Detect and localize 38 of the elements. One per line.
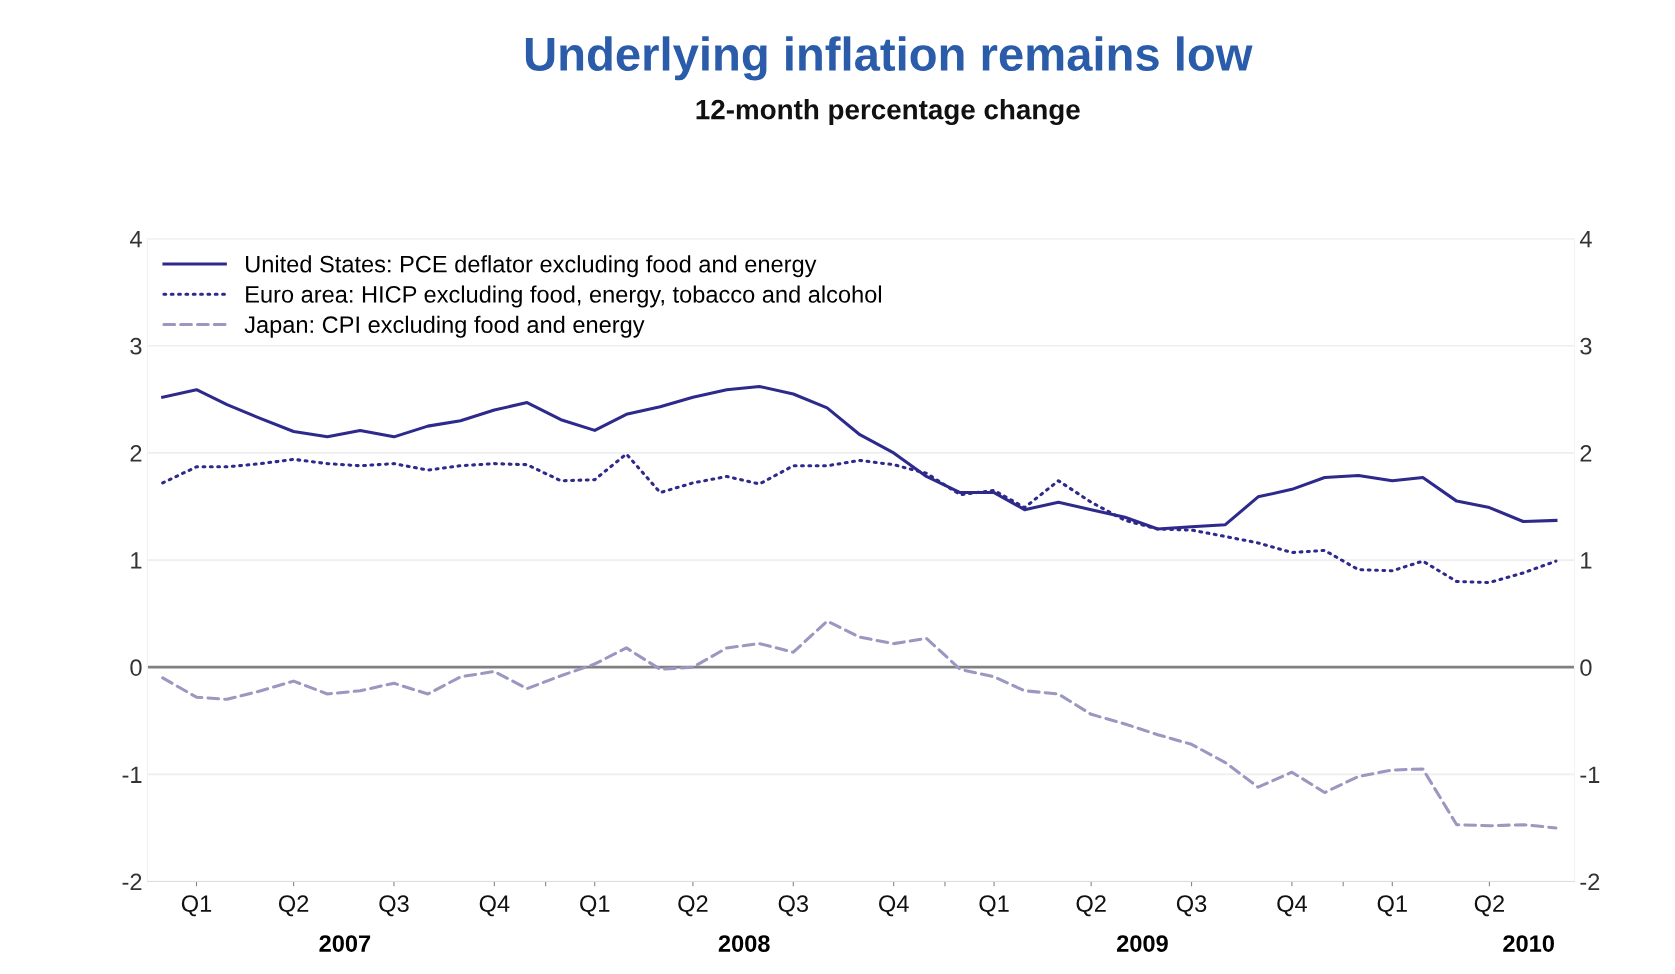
x-tick-label: Q3 [778, 895, 809, 917]
x-tick-label: Q3 [379, 895, 409, 917]
x2-tick-label: 2008 [718, 935, 770, 952]
y2-tick-label: -2 [1580, 873, 1600, 891]
x-tick-label: Q2 [1076, 895, 1106, 917]
y-tick-label: 3 [130, 337, 142, 355]
legend-label: Japan: CPI excluding food and energy [244, 315, 645, 338]
y2-tick-label: 2 [1580, 444, 1592, 462]
legend-label: Euro area: HICP excluding food, energy, tobacco and alcohol [246, 285, 881, 308]
y-tick-label: -2 [122, 873, 142, 891]
x2-tick-label: 2010 [1503, 935, 1554, 952]
x2-tick-label: 2009 [1117, 935, 1168, 952]
y-tick-label: -1 [122, 766, 142, 783]
x2-tick-label: 2007 [319, 935, 371, 952]
chart-title: Underlying inflation remains low [525, 36, 1253, 81]
x-tick-label: Q2 [678, 895, 708, 917]
x-tick-label: Q1 [580, 895, 610, 917]
line-series [161, 619, 1558, 830]
legend-label: United States: PCE deflator excluding food and energy [246, 255, 817, 278]
x-tick-label: Q4 [479, 895, 510, 917]
x-tick-label: Q2 [278, 895, 309, 917]
y-tick-label: 0 [130, 659, 142, 676]
y2-tick-label: 0 [1580, 659, 1592, 676]
y2-tick-label: 1 [1581, 552, 1592, 569]
y-tick-label: 2 [130, 444, 142, 462]
y-tick-label: 1 [131, 552, 142, 569]
x-tick-label: Q4 [1277, 895, 1307, 917]
x-tick-label: Q3 [1176, 895, 1207, 917]
x-tick-label: Q1 [181, 895, 212, 917]
x-tick-label: Q4 [879, 895, 909, 917]
chart-subtitle: 12-month percentage change [696, 99, 1080, 126]
y2-tick-label: 3 [1580, 337, 1592, 355]
y2-tick-label: 4 [1579, 230, 1592, 248]
x-tick-label: Q1 [979, 895, 1009, 917]
y2-tick-label: -1 [1580, 766, 1600, 783]
x-tick-label: Q1 [1377, 895, 1407, 917]
x-tick-label: Q2 [1474, 895, 1504, 917]
y-tick-label: 4 [129, 230, 142, 248]
